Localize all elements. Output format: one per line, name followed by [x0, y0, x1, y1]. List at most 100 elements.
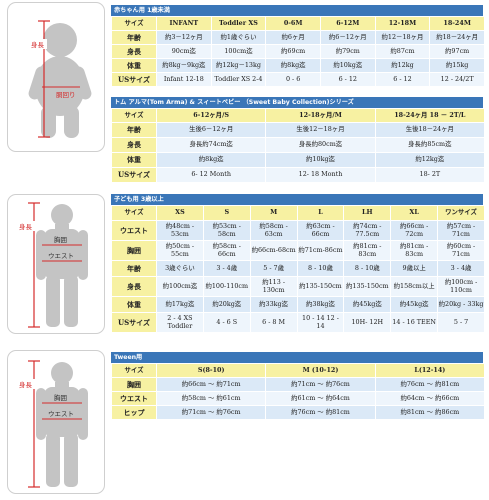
- col-header: サイズ: [112, 364, 156, 377]
- kids-figure-card: 身長 胸囲 ウエスト: [7, 194, 105, 334]
- table-cell: 約100-110cm: [203, 277, 250, 296]
- col-header: 0-6M: [266, 17, 320, 30]
- table-cell: 0 - 6: [266, 73, 320, 86]
- table-cell: 約135-150cm: [297, 277, 344, 296]
- baby-size-table: サイズ INFANT Toddler XS 0-6M 6-12M 12-18M …: [111, 16, 485, 87]
- col-header: 6-12M: [320, 17, 375, 30]
- table-cell: 約1歳ぐらい: [211, 31, 266, 44]
- table-cell: 生後6－12ヶ月: [157, 123, 266, 137]
- table-cell: 約69cm: [266, 45, 320, 58]
- table-cell: 約10kg迄: [320, 59, 375, 72]
- table-cell: 約8kg迄: [157, 153, 266, 167]
- table-cell: 約12－18ヶ月: [375, 31, 430, 44]
- table-cell: 約8kg迄: [266, 59, 320, 72]
- row-label: 年齢: [112, 123, 156, 137]
- table-cell: 約76cm ～ 約81cm: [375, 378, 484, 391]
- row-label: ウエスト: [112, 221, 156, 240]
- row-label: 身長: [112, 138, 156, 152]
- table-cell: 約76cm ～ 約81cm: [266, 406, 375, 419]
- table-cell: 約71cm ～ 約76cm: [157, 406, 266, 419]
- table-cell: 8 - 10歳: [344, 261, 391, 276]
- row-label: 体重: [112, 153, 156, 167]
- row-label: ウエスト: [112, 392, 156, 405]
- row-label: USサイズ: [112, 168, 156, 182]
- table-cell: 約58cm ～ 約61cm: [157, 392, 266, 405]
- row-label: 年齢: [112, 261, 156, 276]
- table-cell: 身長約85cm迄: [375, 138, 484, 152]
- table-cell: 約6－12ヶ月: [320, 31, 375, 44]
- table-cell: 約135-150cm: [344, 277, 391, 296]
- row-label: 胸囲: [112, 241, 156, 260]
- kids-waist-label: ウエスト: [48, 252, 74, 260]
- table-cell: 12 - 24/2T: [430, 73, 484, 86]
- table-cell: 8 - 10歳: [297, 261, 344, 276]
- table-cell: 約3－12ヶ月: [157, 31, 211, 44]
- table-cell: 18- 2T: [375, 168, 484, 182]
- table-cell: 約6ヶ月: [266, 31, 320, 44]
- table-cell: 12- 18 Month: [266, 168, 375, 182]
- table-cell: Toddler XS 2-4: [211, 73, 266, 86]
- table-cell: 約17kg迄: [157, 297, 203, 312]
- table-cell: 90cm迄: [157, 45, 211, 58]
- table-cell: 約66cm ～ 約71cm: [157, 378, 266, 391]
- tween-waist-label: ウエスト: [48, 410, 74, 418]
- table-cell: 約45kg迄: [391, 297, 438, 312]
- col-header: 12-18ヶ月/M: [266, 109, 375, 122]
- baby-size-section: 身長 胴回り 赤ちゃん用 1歳未満 サイズ INFANT Toddler XS …: [5, 2, 485, 192]
- tom-arma-size-table: サイズ 6-12ヶ月/S 12-18ヶ月/M 18-24ヶ月 18 － 2T/L…: [111, 108, 485, 183]
- col-header: S: [203, 206, 250, 220]
- col-header: LH: [344, 206, 391, 220]
- table-cell: 約63cm - 66cm: [297, 221, 344, 240]
- row-label: 体重: [112, 297, 156, 312]
- table-cell: 生後18－24ヶ月: [375, 123, 484, 137]
- table-cell: 約58cm - 66cm: [203, 241, 250, 260]
- col-header: サイズ: [112, 206, 156, 220]
- section-header-baby: 赤ちゃん用 1歳未満: [111, 5, 483, 16]
- table-cell: Infant 12-18: [157, 73, 211, 86]
- row-label: USサイズ: [112, 73, 156, 86]
- baby-height-label: 身長: [31, 40, 45, 49]
- col-header: XS: [157, 206, 203, 220]
- table-cell: 6 - 12: [320, 73, 375, 86]
- tween-size-section: 身長 胸囲 ウエスト Tween用 サイズ S(8-10) M (10-12) …: [5, 348, 485, 498]
- table-cell: 100cm迄: [211, 45, 266, 58]
- baby-figure-card: 身長 胴回り: [7, 2, 105, 152]
- table-cell: 10 - 14 12 - 14: [297, 313, 344, 332]
- table-cell: 約97cm: [430, 45, 484, 58]
- col-header: INFANT: [157, 17, 211, 30]
- table-cell: 身長約80cm迄: [266, 138, 375, 152]
- table-cell: 約38kg迄: [297, 297, 344, 312]
- table-cell: 約8kg－9kg迄: [157, 59, 211, 72]
- table-cell: 約81cm - 83cm: [391, 241, 438, 260]
- table-cell: 約100cm迄: [157, 277, 203, 296]
- table-cell: 約12kg: [375, 59, 430, 72]
- table-cell: 約12kg迄: [375, 153, 484, 167]
- col-header: L(12-14): [375, 364, 484, 377]
- row-label: 胸囲: [112, 378, 156, 391]
- table-cell: 約10kg迄: [266, 153, 375, 167]
- section-header-tween: Tween用: [111, 352, 483, 363]
- table-cell: 5 - 7: [438, 313, 484, 332]
- table-cell: 5 - 7歳: [250, 261, 297, 276]
- tween-figure-card: 身長 胸囲 ウエスト: [7, 350, 105, 494]
- col-header: サイズ: [112, 17, 156, 30]
- table-cell: 14 - 16 TEEN: [391, 313, 438, 332]
- col-header: M (10-12): [266, 364, 375, 377]
- col-header: XL: [391, 206, 438, 220]
- row-label: USサイズ: [112, 313, 156, 332]
- col-header: 12-18M: [375, 17, 430, 30]
- row-label: 身長: [112, 277, 156, 296]
- table-cell: 約48cm - 53cm: [157, 221, 203, 240]
- table-cell: 約71cm-86cm: [297, 241, 344, 260]
- tween-size-table: サイズ S(8-10) M (10-12) L(12-14) 胸囲 約66cm …: [111, 363, 485, 420]
- table-cell: 約158cm以上: [391, 277, 438, 296]
- kids-silhouette-icon: 身長 胸囲 ウエスト: [18, 202, 88, 328]
- table-cell: 約71cm ～ 約76cm: [266, 378, 375, 391]
- col-header: L: [297, 206, 344, 220]
- table-cell: 約100cm - 110cm: [438, 277, 484, 296]
- table-cell: 約33kg迄: [250, 297, 297, 312]
- table-cell: 約113 - 130cm: [250, 277, 297, 296]
- col-header: Toddler XS: [211, 17, 266, 30]
- table-cell: 6- 12 Month: [157, 168, 266, 182]
- kids-height-label: 身長: [19, 222, 33, 231]
